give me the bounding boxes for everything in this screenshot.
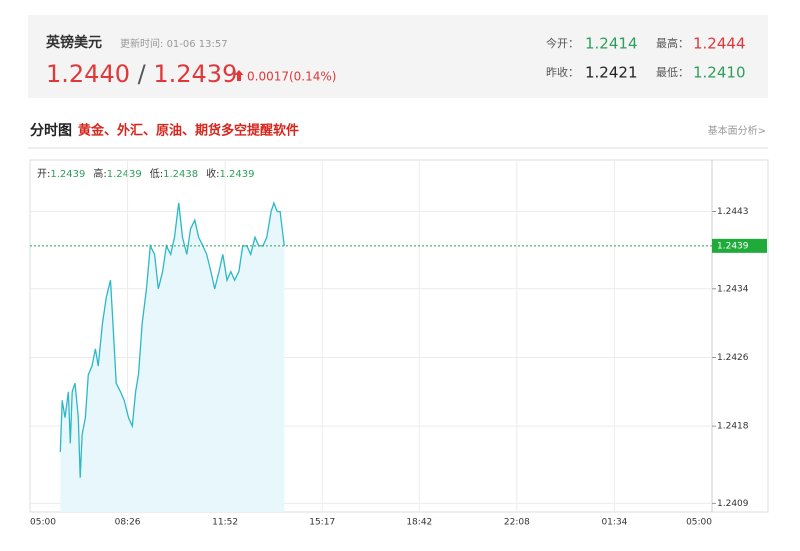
stat-label: 昨收： — [546, 65, 579, 79]
separator: / — [138, 60, 147, 88]
current-price-label: 1.2439 — [717, 241, 749, 251]
price-line — [59, 200, 285, 478]
stat-label: 最低： — [656, 66, 689, 79]
up-arrow — [234, 70, 244, 81]
chart: 开:1.2439 高:1.2439 低:1.2438 收:1.24391.24091.… — [30, 160, 767, 528]
price: 1.2440 / 1.2439 — [46, 60, 237, 88]
stat-value: 1.2444 — [693, 35, 746, 53]
stats: 今开： 1.2414 最高： 1.2444 昨收： 1.2421 最低： 1.2410 — [546, 35, 746, 82]
info-value: 1.2439 — [107, 169, 142, 180]
bid: 1.2440 — [46, 60, 130, 88]
x-tick-label: 18:42 — [406, 518, 432, 528]
y-tick-label: 1.2418 — [717, 422, 749, 432]
x-tick-label: 01:34 — [601, 518, 627, 528]
info-label: 高: — [93, 167, 106, 180]
stat-value: 1.2414 — [585, 35, 638, 53]
stat-label: 最高： — [656, 36, 689, 50]
change: 0.0017(0.14%) — [247, 70, 336, 84]
info-value: 1.2438 — [163, 169, 198, 180]
analysis-link[interactable]: 基本面分析> — [708, 124, 766, 137]
info-value: 1.2439 — [220, 169, 255, 180]
x-tick-label: 08:26 — [115, 518, 141, 528]
promo-link[interactable]: 黄金、外汇、原油、期货多空提醒软件 — [78, 123, 299, 139]
ohlc-info: 开:1.2439 高:1.2439 低:1.2438 收:1.2439 — [37, 167, 255, 180]
stat-value: 1.2421 — [585, 64, 638, 82]
update-label: 更新时间: — [120, 37, 163, 50]
y-tick-label: 1.2443 — [717, 207, 749, 217]
header-bg — [28, 15, 768, 98]
info-label: 收: — [206, 167, 219, 180]
update-time: 01-06 13:57 — [167, 39, 228, 50]
section-title: 分时图 — [30, 122, 72, 139]
chart-frame — [29, 159, 769, 513]
current-price-box — [712, 238, 767, 253]
info-value: 1.2439 — [50, 169, 85, 180]
y-tick-label: 1.2434 — [717, 284, 749, 294]
x-tick-label: 05:00 — [30, 518, 56, 528]
info-label: 低: — [150, 167, 163, 180]
y-tick-label: 1.2426 — [717, 353, 749, 363]
y-tick-label: 1.2409 — [717, 499, 749, 509]
info-label: 开: — [37, 169, 50, 180]
update-info: 更新时间: 01-06 13:57 — [120, 37, 228, 50]
x-tick-label: 22:08 — [504, 518, 530, 528]
x-tick-label: 15:17 — [309, 518, 335, 528]
ask: 1.2439 — [153, 60, 237, 88]
x-tick-label: 05:00 — [686, 518, 712, 528]
pair-name: 英镑美元 — [45, 34, 102, 51]
stat-value: 1.2410 — [693, 64, 746, 82]
price-area — [60, 202, 285, 512]
stat-label: 今开： — [546, 36, 579, 50]
x-tick-label: 11:52 — [212, 518, 238, 528]
